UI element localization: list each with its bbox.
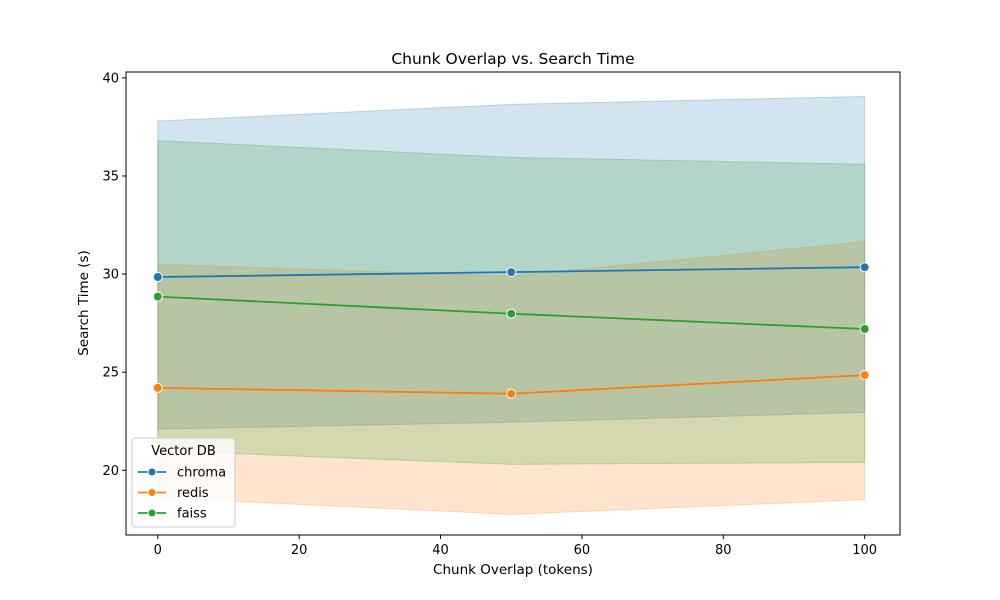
- x-tick-label: 40: [432, 543, 449, 558]
- x-tick-label: 60: [574, 543, 591, 558]
- point-redis-100: [859, 370, 870, 381]
- x-tick-label: 100: [852, 543, 877, 558]
- legend-marker-faiss: [147, 508, 157, 518]
- confidence-bands: [157, 96, 866, 515]
- point-faiss-100: [859, 324, 870, 335]
- plot-frame: [125, 71, 901, 536]
- point-faiss-0: [152, 291, 163, 302]
- y-tick-label: 35: [102, 169, 119, 184]
- legend-label-faiss: faiss: [177, 507, 207, 522]
- series-points: [152, 262, 870, 399]
- x-tick-label: 80: [715, 543, 732, 558]
- point-chroma-0: [152, 272, 163, 283]
- legend-marker-chroma: [147, 467, 157, 477]
- point-faiss-50: [506, 308, 517, 319]
- point-redis-50: [506, 388, 517, 399]
- legend-title: Vector DB: [151, 444, 216, 459]
- y-tick-label: 40: [102, 71, 119, 86]
- x-tick-label: 20: [291, 543, 308, 558]
- legend: Vector DB chroma redis faiss: [131, 437, 236, 528]
- band-chroma: [157, 96, 866, 430]
- x-tick-label: 0: [154, 543, 162, 558]
- point-chroma-50: [506, 267, 517, 278]
- point-chroma-100: [859, 262, 870, 273]
- x-axis-label: Chunk Overlap (tokens): [433, 562, 593, 578]
- y-tick-label: 20: [102, 464, 119, 479]
- x-axis: 0 20 40 60 80 100: [154, 535, 877, 558]
- legend-box: [131, 437, 236, 528]
- y-axis: 20 25 30 35 40: [102, 71, 126, 479]
- y-tick-label: 30: [102, 268, 119, 283]
- legend-label-redis: redis: [177, 486, 209, 501]
- y-axis-label: Search Time (s): [76, 250, 92, 356]
- y-tick-label: 25: [102, 366, 119, 381]
- chart-title: Chunk Overlap vs. Search Time: [391, 50, 634, 68]
- legend-marker-redis: [147, 488, 157, 497]
- legend-label-chroma: chroma: [177, 466, 226, 481]
- point-redis-0: [152, 382, 163, 393]
